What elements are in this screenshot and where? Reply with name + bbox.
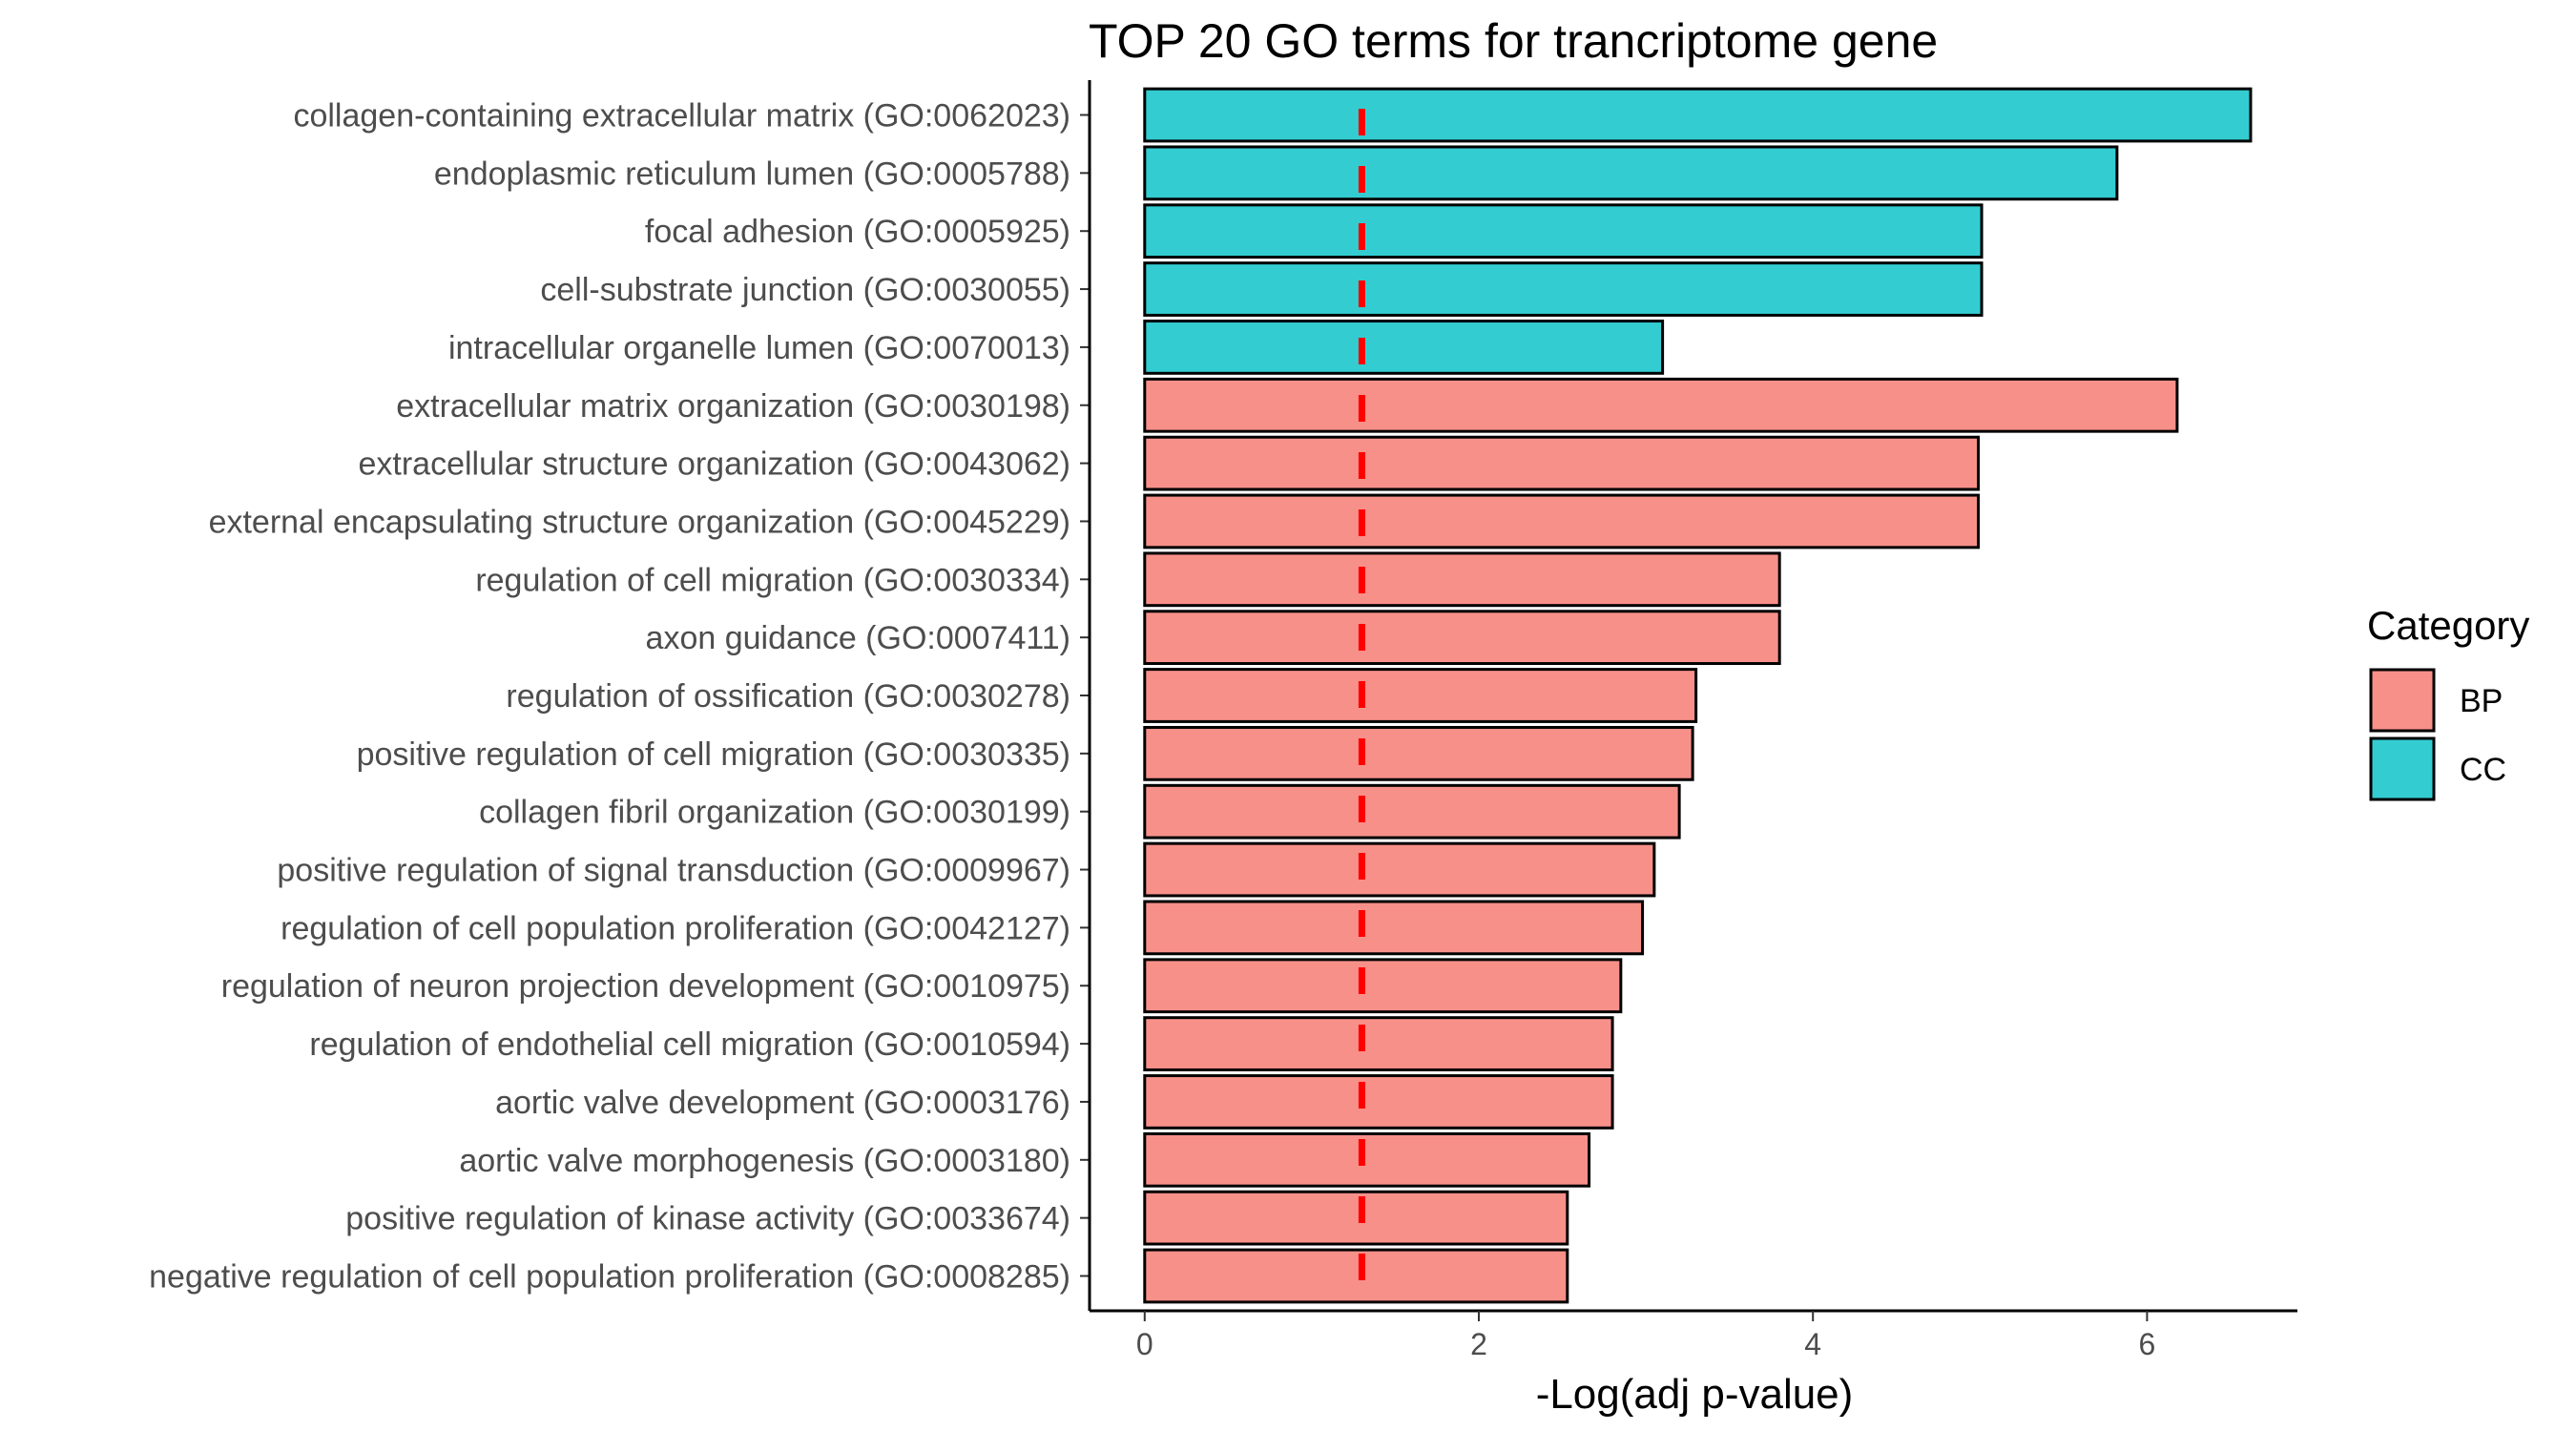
bar-21 [1143,1248,1569,1304]
category-label-1: collagen-containing extracellular matrix… [293,98,1070,135]
legend-label-cc: CC [2460,752,2506,788]
bar-18 [1143,1074,1614,1130]
category-label-3: focal adhesion (GO:0005925) [645,214,1070,250]
category-label-20: positive regulation of kinase activity (… [345,1201,1070,1237]
bar-8 [1143,493,1981,550]
bar-17 [1143,1016,1614,1071]
category-label-9: regulation of cell migration (GO:0030334… [475,562,1070,598]
legend-label-bp: BP [2460,683,2503,719]
category-label-8: external encapsulating structure organiz… [209,504,1070,540]
category-label-18: aortic valve development (GO:0003176) [495,1085,1070,1121]
legend-swatch-bp [2369,668,2436,733]
bar-14 [1143,841,1656,898]
bar-16 [1143,958,1623,1014]
category-labels: collagen-containing extracellular matrix… [149,98,1090,1295]
category-label-11: regulation of ossification (GO:0030278) [506,678,1070,715]
bar-19 [1143,1131,1591,1188]
x-tick-label-6: 6 [2139,1327,2156,1361]
legend-title: Category [2367,603,2529,648]
bar-13 [1143,783,1681,840]
category-label-19: aortic valve morphogenesis (GO:0003180) [459,1143,1070,1179]
category-label-4: cell-substrate junction (GO:0030055) [540,272,1070,308]
x-tick-label-2: 2 [1470,1327,1487,1361]
bar-7 [1143,435,1981,491]
x-tick-label-0: 0 [1136,1327,1153,1361]
x-tick-label-4: 4 [1804,1327,1821,1361]
x-ticks: 0 2 4 6 [1136,1311,2155,1361]
category-label-16: regulation of neuron projection developm… [221,968,1070,1005]
category-label-7: extracellular structure organization (GO… [359,446,1071,483]
bar-5 [1143,320,1665,375]
bars-group [1143,87,2253,1304]
category-label-17: regulation of endothelial cell migration… [309,1027,1070,1063]
bar-10 [1143,610,1781,666]
bar-15 [1143,900,1645,956]
axes-group [1088,80,2297,1313]
category-label-21: negative regulation of cell population p… [149,1258,1070,1295]
category-label-5: intracellular organelle lumen (GO:007001… [448,330,1070,366]
bar-4 [1143,261,1984,317]
chart-title: TOP 20 GO terms for trancriptome gene [1089,14,1938,68]
bar-11 [1143,668,1698,723]
x-axis-label: -Log(adj p-value) [1536,1371,1854,1418]
category-label-14: positive regulation of signal transducti… [277,853,1070,889]
bar-3 [1143,203,1984,259]
bar-2 [1143,145,2119,201]
bar-12 [1143,725,1694,781]
legend-items: BP CC [2369,668,2506,801]
category-label-6: extracellular matrix organization (GO:00… [396,388,1070,425]
bar-9 [1143,551,1781,608]
category-label-2: endoplasmic reticulum lumen (GO:0005788) [434,156,1070,192]
category-label-10: axon guidance (GO:0007411) [646,620,1070,656]
bar-20 [1143,1190,1569,1246]
bar-1 [1143,87,2253,143]
category-label-15: regulation of cell population proliferat… [280,910,1070,946]
legend-swatch-cc [2369,736,2436,801]
category-label-12: positive regulation of cell migration (G… [357,736,1070,773]
bar-6 [1143,377,2179,433]
legend: Category BP CC [2367,603,2529,801]
category-label-13: collagen fibril organization (GO:0030199… [479,795,1070,831]
